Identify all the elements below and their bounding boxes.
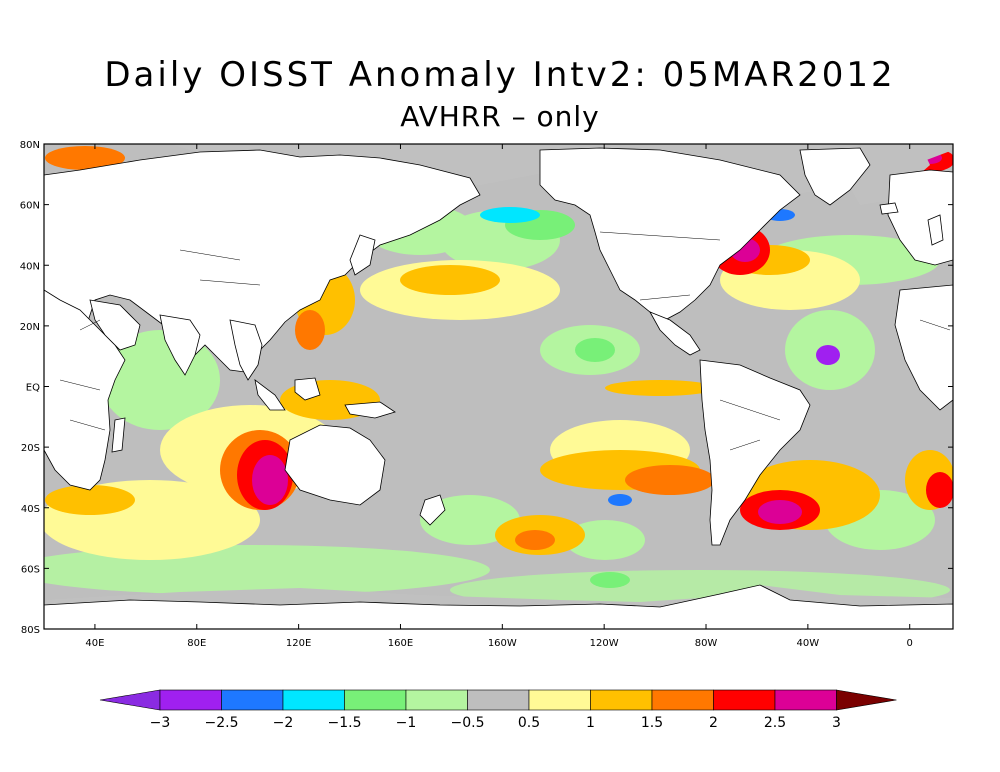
- anomaly-patch: [400, 265, 500, 295]
- great-britain: [927, 214, 944, 246]
- antarctica: [44, 584, 953, 629]
- anomaly-patch: [590, 572, 630, 588]
- lat-label: 40S: [21, 504, 40, 515]
- colorbar-tick-label: −3: [150, 715, 171, 731]
- longitude-axis: 40E 80E 120E 160E 160W 120W 80W 40W 0: [85, 144, 913, 649]
- colorbar-tick-label: −1: [396, 715, 417, 731]
- lon-label: 120W: [590, 638, 619, 649]
- colorbar-swatch: [590, 689, 653, 711]
- indochina: [229, 319, 263, 381]
- anomaly-patch: [252, 455, 288, 505]
- lat-label: 40N: [20, 261, 40, 272]
- colorbar-tick-label: 2.5: [764, 715, 786, 731]
- arabia: [89, 299, 141, 351]
- central-america: [649, 311, 701, 356]
- anomaly-patch: [565, 520, 645, 560]
- anomaly-patches: [44, 146, 953, 610]
- colorbar-arrow-high: [836, 689, 897, 711]
- lat-label: 80N: [20, 140, 40, 151]
- anomaly-patch: [480, 207, 540, 223]
- lat-label: EQ: [26, 383, 40, 394]
- iceland: [879, 202, 899, 215]
- lon-label: 40E: [85, 638, 104, 649]
- madagascar: [111, 417, 126, 453]
- lon-label: 160E: [388, 638, 413, 649]
- australia: [284, 424, 386, 506]
- anomaly-patch: [45, 146, 125, 170]
- sumatra: [254, 379, 286, 411]
- india: [159, 314, 201, 376]
- colorbar-tick-label: 3: [832, 715, 841, 731]
- lat-label: 80S: [21, 625, 40, 636]
- anomaly-patch: [605, 380, 715, 396]
- colorbar-swatch: [528, 689, 591, 711]
- africa-west: [894, 284, 953, 411]
- colorbar-tick-label: −1.5: [328, 715, 362, 731]
- lat-label: 20N: [20, 322, 40, 333]
- colorbar-tick-label: 1: [586, 715, 595, 731]
- new-zealand: [419, 494, 446, 526]
- japan: [349, 234, 376, 276]
- anomaly-patch: [816, 345, 840, 365]
- colorbar-arrow-low: [99, 689, 161, 711]
- anomaly-patch: [926, 472, 953, 508]
- colorbar-swatch: [282, 689, 345, 711]
- greenland: [799, 147, 871, 206]
- new-guinea: [344, 401, 396, 419]
- map-title: Daily OISST Anomaly Intv2: 05MAR2012: [104, 55, 896, 95]
- lon-label: 80E: [187, 638, 206, 649]
- colorbar-swatch: [774, 689, 837, 711]
- colorbar-swatch: [221, 689, 284, 711]
- colorbar-swatch: [344, 689, 407, 711]
- lat-label: 60S: [21, 564, 40, 575]
- north-america: [539, 147, 801, 321]
- colorbar-swatch: [713, 689, 776, 711]
- anomaly-patch: [45, 485, 135, 515]
- africa: [44, 289, 126, 491]
- lon-label: 80W: [695, 638, 718, 649]
- anomaly-patch: [575, 338, 615, 362]
- lat-label: 60N: [20, 201, 40, 212]
- colorbar-tick-label: −2: [273, 715, 294, 731]
- lat-label: 20S: [21, 443, 40, 454]
- south-america: [699, 359, 811, 546]
- eurasia: [44, 149, 481, 373]
- anomaly-patch: [758, 500, 802, 524]
- lon-label: 160W: [488, 638, 517, 649]
- colorbar-tick-label: −0.5: [451, 715, 485, 731]
- colorbar-swatch: [159, 689, 222, 711]
- colorbar-swatch: [405, 689, 468, 711]
- lon-label: 40W: [797, 638, 820, 649]
- colorbar-tick-label: 1.5: [641, 715, 663, 731]
- colorbar-swatch: [651, 689, 714, 711]
- lon-label: 120E: [286, 638, 311, 649]
- anomaly-patch: [515, 530, 555, 550]
- lon-label: 0: [907, 638, 913, 649]
- borneo: [294, 377, 321, 401]
- land-masses: [44, 147, 953, 629]
- anomaly-patch: [295, 310, 325, 350]
- colorbar-tick-label: −2.5: [205, 715, 239, 731]
- country-borders: [59, 231, 951, 451]
- colorbar-tick-label: 2: [709, 715, 718, 731]
- colorbar-tick-label: 0.5: [518, 715, 540, 731]
- map-subtitle: AVHRR – only: [400, 100, 600, 133]
- anomaly-patch: [625, 465, 715, 495]
- anomaly-patch: [420, 495, 520, 545]
- anomaly-patch: [608, 494, 632, 506]
- latitude-axis: 80N 60N 40N 20N EQ 20S 40S 60S 80S: [20, 140, 953, 636]
- colorbar-swatch: [467, 689, 530, 711]
